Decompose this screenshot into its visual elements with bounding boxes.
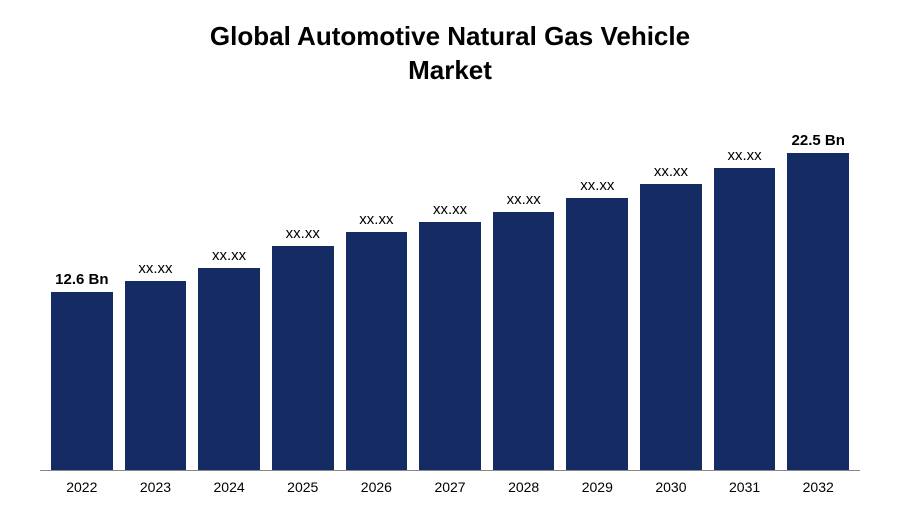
x-axis-label: 2031 bbox=[714, 479, 776, 495]
title-line-2: Market bbox=[40, 54, 860, 88]
bar bbox=[198, 268, 260, 470]
title-line-1: Global Automotive Natural Gas Vehicle bbox=[40, 20, 860, 54]
x-axis-label: 2025 bbox=[272, 479, 334, 495]
bar-group: xx.xx bbox=[346, 118, 408, 470]
x-axis-label: 2028 bbox=[493, 479, 555, 495]
bar-value-label: xx.xx bbox=[286, 225, 320, 242]
bar bbox=[51, 292, 113, 470]
bars-container: 12.6 Bn xx.xx xx.xx xx.xx xx.xx xx.xx xx.xx xx.… bbox=[40, 118, 860, 471]
bar bbox=[125, 281, 187, 470]
x-axis-label: 2029 bbox=[566, 479, 628, 495]
bar-group: xx.xx bbox=[125, 118, 187, 470]
bar bbox=[419, 222, 481, 470]
bar-group: xx.xx bbox=[714, 118, 776, 470]
bar-group: xx.xx bbox=[198, 118, 260, 470]
bar bbox=[272, 246, 334, 470]
bar-value-label: xx.xx bbox=[433, 201, 467, 218]
bar-group: xx.xx bbox=[640, 118, 702, 470]
x-axis-label: 2032 bbox=[787, 479, 849, 495]
bar bbox=[346, 232, 408, 470]
bar-group: xx.xx bbox=[419, 118, 481, 470]
bar bbox=[787, 153, 849, 470]
bar bbox=[714, 168, 776, 470]
x-axis: 2022 2023 2024 2025 2026 2027 2028 2029 2030 2031… bbox=[40, 479, 860, 495]
x-axis-label: 2022 bbox=[51, 479, 113, 495]
bar-value-label: 22.5 Bn bbox=[792, 132, 845, 149]
chart-title: Global Automotive Natural Gas Vehicle Ma… bbox=[40, 20, 860, 88]
x-axis-label: 2030 bbox=[640, 479, 702, 495]
bar-value-label: xx.xx bbox=[138, 260, 172, 277]
bar-value-label: xx.xx bbox=[212, 247, 246, 264]
bar-group: xx.xx bbox=[566, 118, 628, 470]
x-axis-label: 2027 bbox=[419, 479, 481, 495]
bar bbox=[566, 198, 628, 470]
bar-value-label: xx.xx bbox=[580, 177, 614, 194]
bar-value-label: xx.xx bbox=[728, 147, 762, 164]
bar-value-label: xx.xx bbox=[507, 191, 541, 208]
chart-area: 12.6 Bn xx.xx xx.xx xx.xx xx.xx xx.xx xx.xx xx.… bbox=[40, 118, 860, 495]
x-axis-label: 2024 bbox=[198, 479, 260, 495]
x-axis-label: 2023 bbox=[125, 479, 187, 495]
bar-group: 22.5 Bn bbox=[787, 118, 849, 470]
bar-value-label: xx.xx bbox=[654, 163, 688, 180]
bar-group: 12.6 Bn bbox=[51, 118, 113, 470]
bar bbox=[640, 184, 702, 470]
bar-group: xx.xx bbox=[493, 118, 555, 470]
bar-group: xx.xx bbox=[272, 118, 334, 470]
x-axis-label: 2026 bbox=[346, 479, 408, 495]
bar bbox=[493, 212, 555, 470]
bar-value-label: 12.6 Bn bbox=[55, 271, 108, 288]
bar-value-label: xx.xx bbox=[359, 211, 393, 228]
